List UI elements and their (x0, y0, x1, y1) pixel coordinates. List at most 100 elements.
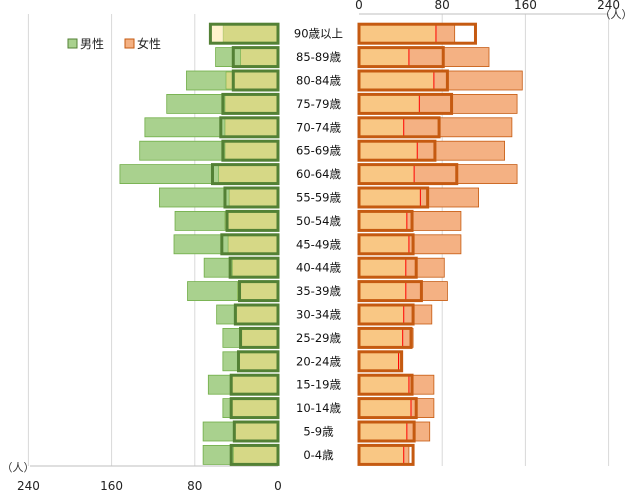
x-tick-left: 80 (187, 479, 202, 493)
female-outline-bar (357, 420, 416, 443)
age-label: 25-29歳 (296, 331, 341, 345)
male-outline-bar (221, 139, 280, 162)
female-outline-bar (357, 233, 415, 256)
age-label: 85-89歳 (296, 50, 341, 64)
female-overlay-bar (359, 352, 399, 370)
age-label: 10-14歳 (296, 401, 341, 415)
age-label: 35-39歳 (296, 284, 341, 298)
x-tick-right: 240 (597, 0, 620, 12)
female-outline-bar (357, 350, 404, 373)
female-overlay-bar (359, 212, 407, 230)
male-outline-bar (232, 420, 280, 443)
male-outline-bar (210, 163, 280, 186)
female-outline-bar (357, 373, 414, 396)
female-outline-bar (357, 69, 449, 92)
age-labels: 90歳以上 85-89歳 80-84歳 75-79歳 70-74歳 65-69歳 60-64… (294, 27, 343, 462)
male-overlay-bar (239, 329, 279, 347)
female-outline-bar (357, 22, 477, 45)
female-outline-bar (357, 186, 430, 209)
age-label: 45-49歳 (296, 237, 341, 251)
male-overlay-bar (229, 399, 279, 417)
male-overlay-bar (232, 446, 279, 464)
x-tick-left: 240 (17, 479, 40, 493)
male-overlay-bar (224, 141, 279, 160)
male-overlay-bar (224, 212, 279, 230)
axis-ticks: 240 160 80 0 0 80 160 240 (17, 0, 620, 493)
female-outline-bar (357, 92, 454, 115)
x-tick-left: 0 (274, 479, 282, 493)
age-label: 15-19歳 (296, 378, 341, 392)
female-overlay-bar (359, 235, 409, 253)
age-label: 60-64歳 (296, 167, 341, 181)
female-overlay-bar (359, 95, 420, 113)
male-overlay-bar (224, 95, 279, 113)
female-outline-bar (357, 326, 413, 349)
female-outline-bar (357, 443, 415, 466)
female-overlay-bar (359, 48, 409, 66)
female-outline-bar (357, 116, 441, 139)
male-outline-bar (221, 92, 280, 115)
female-outline-bar (357, 280, 423, 303)
male-overlay-bar (222, 24, 279, 43)
age-label: 65-69歳 (296, 144, 341, 158)
female-overlay-bar (359, 376, 409, 394)
female-outline-bar (357, 209, 414, 232)
male-overlay-bar (227, 235, 279, 254)
male-highlight-bar (209, 25, 223, 43)
male-overlay-bar (229, 375, 279, 394)
female-overlay-bar (359, 25, 436, 43)
x-tick-right: 160 (514, 0, 537, 12)
age-label: 70-74歳 (296, 120, 341, 134)
male-overlay-bar (240, 48, 279, 66)
female-overlay-bar (359, 399, 411, 417)
age-label: 30-34歳 (296, 308, 341, 322)
male-outline-bar (228, 256, 280, 279)
male-overlay-bar (238, 352, 279, 371)
female-overlay-bar (359, 282, 406, 300)
unit-label-left: （人） (2, 461, 35, 474)
male-outline-bar (223, 186, 280, 209)
age-label: 20-24歳 (296, 354, 341, 368)
female-outline-bar (357, 46, 445, 69)
female-outline-bar (357, 256, 418, 279)
male-outline-bar (231, 46, 280, 69)
male-overlay-bar (236, 305, 279, 324)
male-outline-bar (219, 116, 280, 139)
female-overlay-bar (359, 142, 418, 160)
age-label: 55-59歳 (296, 191, 341, 205)
male-outline-bar (229, 373, 280, 396)
male-outline-bar (229, 397, 280, 420)
legend-label-female: 女性 (137, 36, 161, 51)
legend-label-male: 男性 (80, 37, 104, 51)
unit-label-right: （人） (600, 8, 625, 21)
male-overlay-bar (232, 422, 279, 441)
female-overlay-bar (359, 118, 404, 136)
male-overlay-bar (224, 118, 279, 137)
female-outline-bar (357, 139, 437, 162)
male-outline-bar (239, 326, 280, 349)
female-overlay-bar (359, 306, 404, 323)
bars (119, 22, 523, 466)
age-label: 5-9歳 (303, 425, 334, 439)
male-overlay-bar (228, 188, 279, 207)
female-outline-bar (357, 163, 459, 186)
female-outline-bar (357, 397, 418, 420)
legend-swatch-female (124, 38, 135, 49)
age-label: 50-54歳 (296, 214, 341, 228)
male-outline-bar (229, 443, 280, 466)
male-outline-bar (233, 303, 280, 326)
legend: 男性 女性 (67, 36, 161, 51)
female-overlay-bar (359, 329, 403, 347)
female-overlay-bar (359, 446, 404, 464)
female-outline-bar (357, 303, 415, 326)
female-overlay-bar (359, 259, 406, 277)
male-outline-bar (208, 22, 280, 45)
female-overlay-bar (359, 165, 415, 183)
age-label: 40-44歳 (296, 261, 341, 275)
age-label: 0-4歳 (303, 448, 334, 462)
x-tick-right: 80 (435, 0, 450, 12)
male-overlay-bar (218, 165, 279, 183)
legend-swatch-male (67, 38, 78, 49)
male-outline-bar (225, 209, 280, 232)
